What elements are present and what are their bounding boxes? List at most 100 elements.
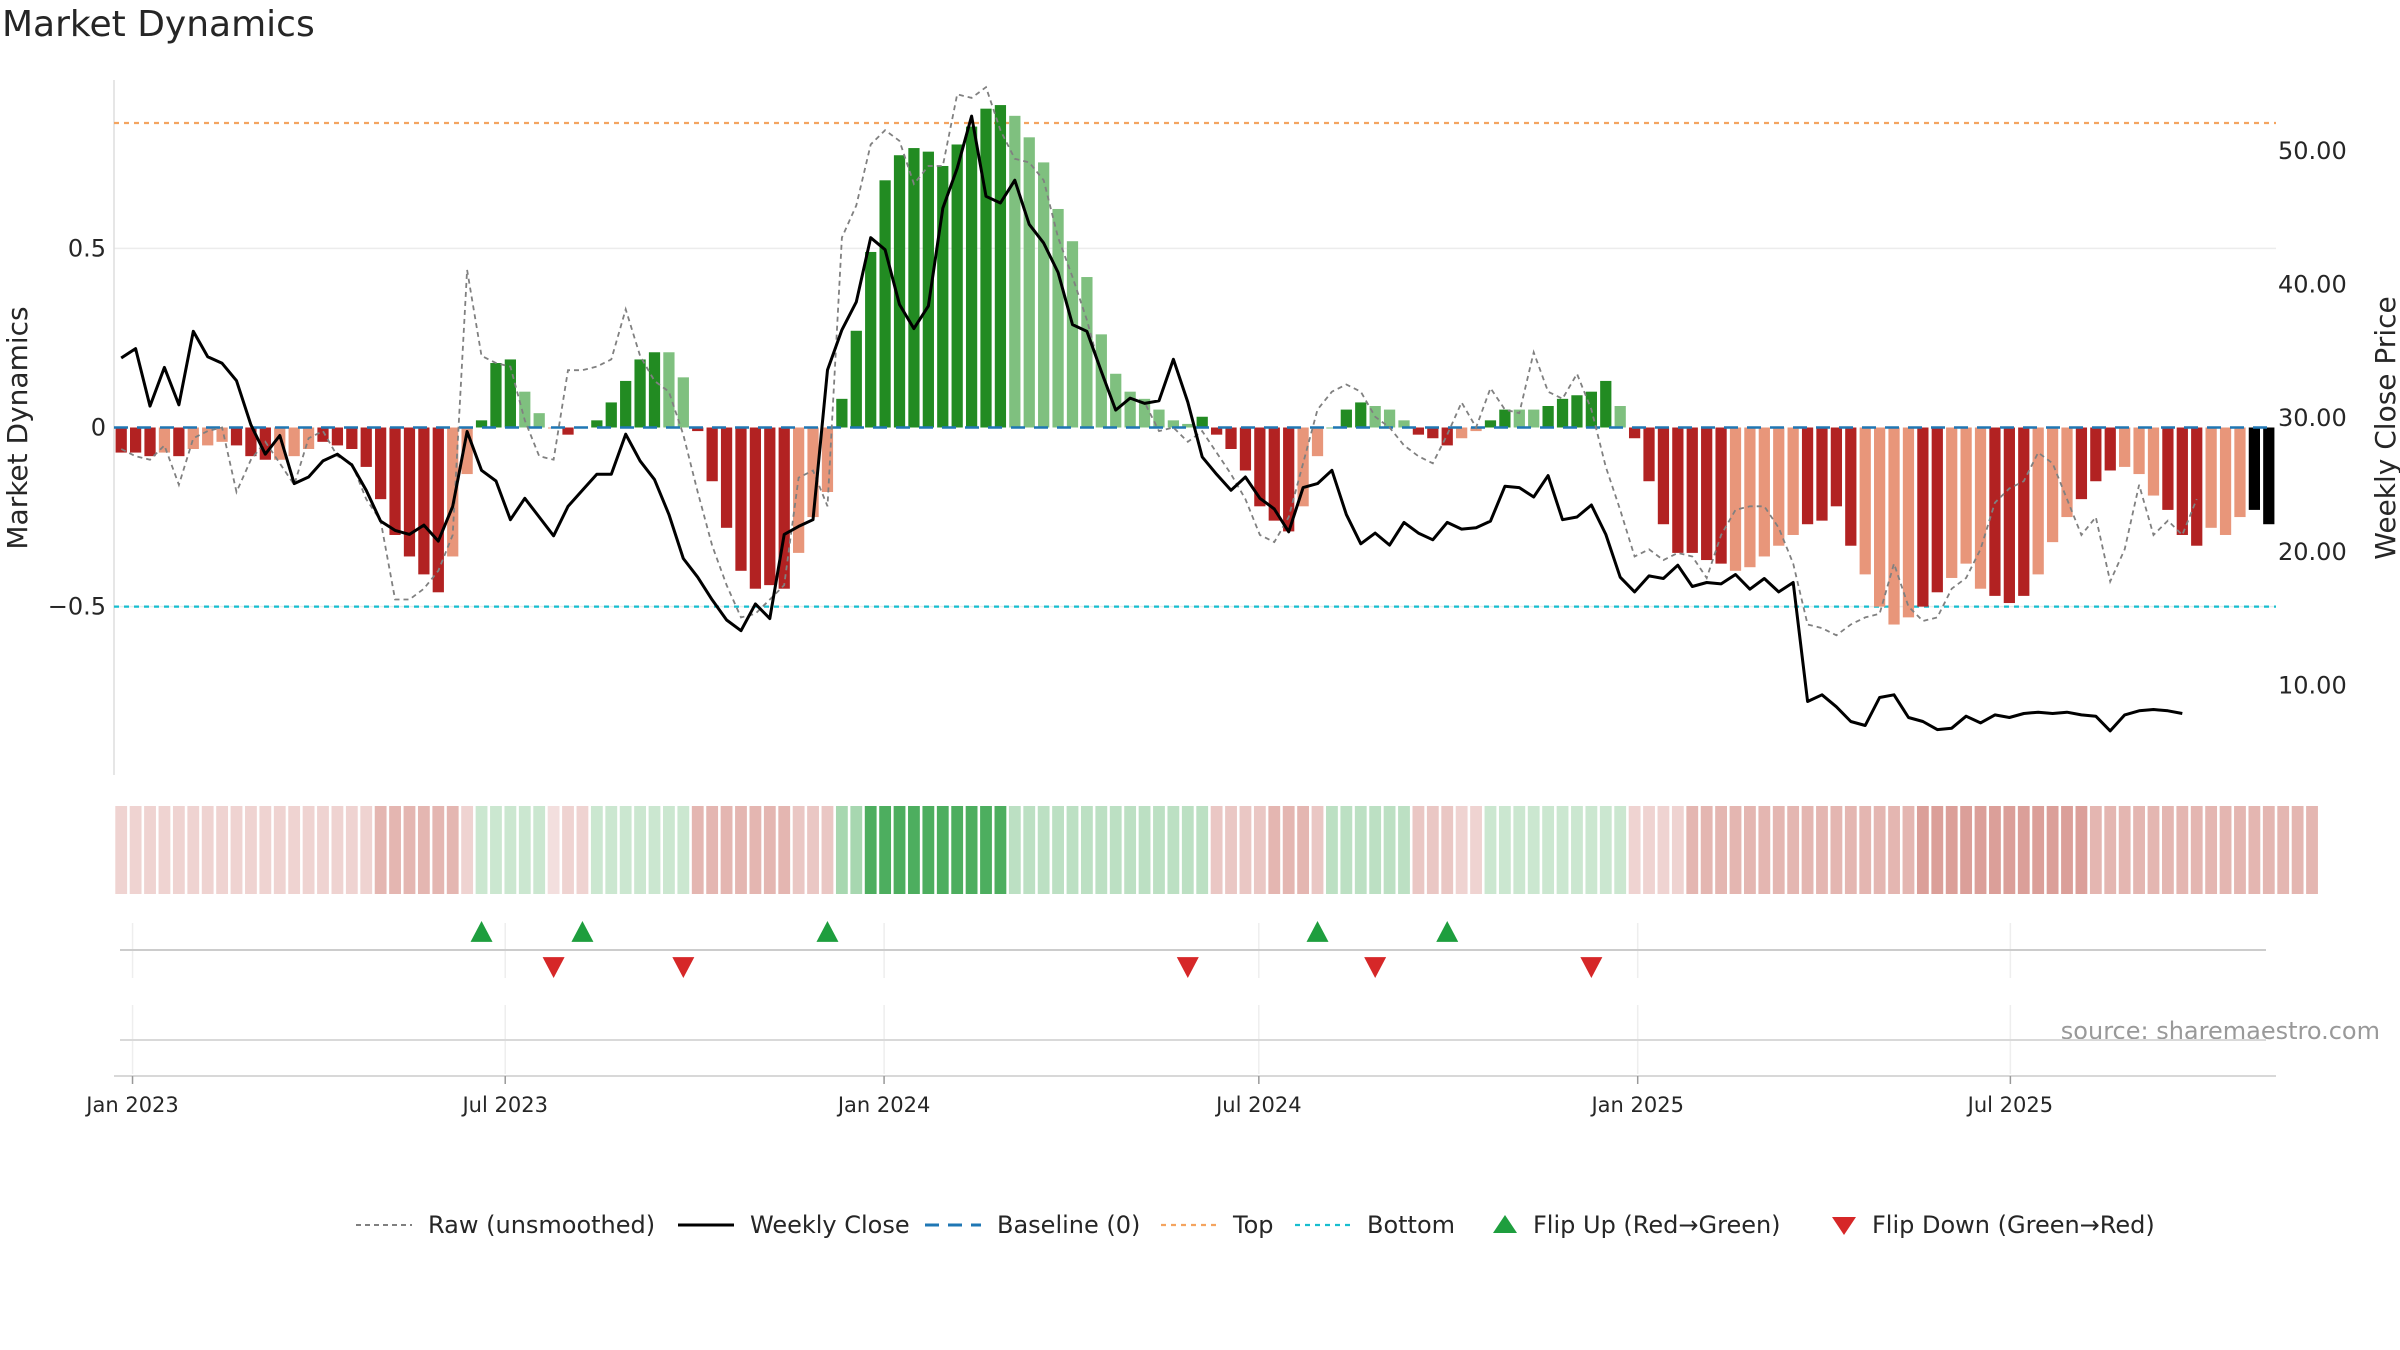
- flip-up-marker: [470, 921, 493, 942]
- chart-title: Market Dynamics: [2, 4, 315, 45]
- bar: [1744, 427, 1756, 568]
- flip-down-marker: [672, 957, 695, 978]
- bar: [158, 427, 171, 453]
- bar: [1859, 427, 1871, 575]
- regime-cell: [850, 806, 863, 894]
- bar: [1701, 427, 1713, 561]
- legend-item-close: Weekly Close: [678, 1211, 910, 1239]
- regime-cell: [1253, 806, 1266, 894]
- regime-cell: [1801, 806, 1814, 894]
- bar: [360, 427, 372, 467]
- bar: [1801, 427, 1814, 525]
- regime-cell: [273, 806, 286, 894]
- regime-cell: [129, 806, 142, 894]
- regime-cell: [562, 806, 574, 894]
- bar: [1268, 427, 1280, 521]
- regime-cell: [317, 806, 329, 894]
- regime-cell: [2219, 806, 2232, 894]
- line-series: [114, 85, 2276, 733]
- bar: [144, 427, 156, 457]
- regime-cell: [677, 806, 690, 894]
- bar: [216, 427, 228, 442]
- regime-cell: [922, 806, 935, 894]
- regime-cell: [1297, 806, 1310, 894]
- bar: [1686, 427, 1698, 553]
- bar: [1816, 427, 1828, 521]
- bar: [908, 148, 920, 428]
- bar: [2104, 427, 2116, 471]
- bar: [1110, 373, 1122, 428]
- regime-cell: [1080, 806, 1093, 894]
- regime-cell: [490, 806, 502, 894]
- regime-cell: [518, 806, 531, 894]
- regime-cell: [778, 806, 791, 894]
- regime-cell: [1239, 806, 1252, 894]
- regime-cell: [1095, 806, 1108, 894]
- bar: [475, 420, 488, 428]
- regime-cell: [2118, 806, 2131, 894]
- regime-cell: [1715, 806, 1727, 894]
- regime-cell: [1354, 806, 1367, 894]
- regime-cell: [1873, 806, 1886, 894]
- regime-cell: [403, 806, 416, 894]
- regime-cell: [1023, 806, 1036, 894]
- regime-cell: [331, 806, 344, 894]
- regime-cell: [951, 806, 964, 894]
- regime-cell: [1931, 806, 1944, 894]
- regime-cell: [1383, 806, 1396, 894]
- regime-cell: [590, 806, 603, 894]
- regime-cell: [201, 806, 214, 894]
- regime-cell: [2032, 806, 2045, 894]
- regime-cell: [2075, 806, 2088, 894]
- regime-cell: [547, 806, 560, 894]
- flip-up-marker: [816, 921, 839, 942]
- regime-cell: [1729, 806, 1742, 894]
- bar: [865, 251, 877, 428]
- bar: [288, 427, 300, 457]
- bar: [1182, 423, 1194, 428]
- regime-cell: [576, 806, 589, 894]
- bar: [245, 427, 257, 457]
- regime-cell: [2089, 806, 2102, 894]
- bar: [1196, 416, 1208, 428]
- legend: Raw (unsmoothed) Weekly Close Baseline (0)…: [356, 1211, 2155, 1239]
- regime-cell: [1066, 806, 1079, 894]
- right-tick-label: 20.00: [2278, 538, 2347, 566]
- bar: [720, 427, 733, 528]
- legend-label: Raw (unsmoothed): [428, 1211, 655, 1239]
- regime-cell: [1052, 806, 1064, 894]
- regime-cell: [864, 806, 877, 894]
- bar: [274, 427, 286, 460]
- regime-cell: [1787, 806, 1800, 894]
- regime-cell: [994, 806, 1007, 894]
- bar: [2133, 427, 2145, 475]
- regime-cell: [1109, 806, 1122, 894]
- regime-cell: [1859, 806, 1872, 894]
- regime-cell: [1369, 806, 1382, 894]
- bar: [2147, 427, 2160, 496]
- bar: [1758, 427, 1770, 557]
- regime-cell: [158, 806, 171, 894]
- regime-cell: [2176, 806, 2189, 894]
- bar: [1283, 427, 1295, 532]
- regime-cell: [1816, 806, 1828, 894]
- axes: 0.5 0 −0.5 50.00 40.00 30.00 20.00 10.00 Market …: [1, 137, 2400, 700]
- flip-down-marker: [1364, 957, 1387, 978]
- regime-cell: [461, 806, 474, 894]
- bar: [1902, 427, 1915, 618]
- bar: [1715, 427, 1727, 564]
- bar: [1729, 427, 1742, 571]
- bar: [2205, 427, 2217, 528]
- bar: [1239, 427, 1252, 471]
- regime-cell: [1498, 806, 1511, 894]
- regime-cell: [504, 806, 517, 894]
- regime-cell: [187, 806, 200, 894]
- raw-series-line: [120, 85, 2198, 637]
- regime-cell: [936, 806, 949, 894]
- regime-cell: [216, 806, 229, 894]
- bar: [965, 126, 978, 428]
- bar: [173, 427, 185, 457]
- regime-strip: [115, 806, 2318, 894]
- bar: [202, 427, 214, 446]
- regime-cell: [302, 806, 315, 894]
